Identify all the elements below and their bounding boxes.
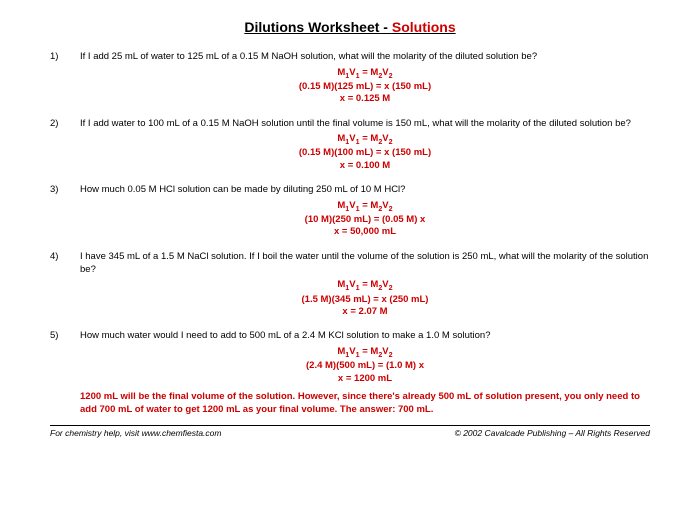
page-title: Dilutions Worksheet - Solutions	[50, 18, 650, 37]
answer-block: M1V1 = M2V2 (2.4 M)(500 mL) = (1.0 M) x …	[80, 346, 650, 385]
answer-line: x = 0.100 M	[340, 160, 390, 171]
footer-right: © 2002 Cavalcade Publishing – All Rights…	[455, 428, 650, 439]
answer-line: (2.4 M)(500 mL) = (1.0 M) x	[306, 360, 424, 371]
problem-number: 1)	[50, 51, 80, 112]
answer-line: M1V1 = M2V2	[337, 67, 392, 78]
problem-5: 5) How much water would I need to add to…	[50, 330, 650, 416]
answer-line: (10 M)(250 mL) = (0.05 M) x	[305, 214, 426, 225]
problem-number: 3)	[50, 184, 80, 245]
answer-line: M1V1 = M2V2	[337, 346, 392, 357]
answer-line: x = 1200 mL	[338, 373, 392, 384]
question-text: If I add 25 mL of water to 125 mL of a 0…	[80, 51, 650, 64]
answer-line: x = 2.07 M	[342, 306, 387, 317]
answer-note: 1200 mL will be the final volume of the …	[80, 391, 650, 417]
title-sep: -	[379, 19, 391, 35]
answer-block: M1V1 = M2V2 (0.15 M)(100 mL) = x (150 mL…	[80, 133, 650, 172]
problem-body: I have 345 mL of a 1.5 M NaCl solution. …	[80, 251, 650, 324]
worksheet-page: Dilutions Worksheet - Solutions 1) If I …	[0, 0, 700, 451]
answer-line: (0.15 M)(125 mL) = x (150 mL)	[299, 81, 431, 92]
answer-line: M1V1 = M2V2	[337, 279, 392, 290]
answer-block: M1V1 = M2V2 (1.5 M)(345 mL) = x (250 mL)…	[80, 279, 650, 318]
problem-number: 2)	[50, 118, 80, 179]
answer-line: (1.5 M)(345 mL) = x (250 mL)	[302, 294, 429, 305]
answer-line: x = 50,000 mL	[334, 226, 396, 237]
question-text: I have 345 mL of a 1.5 M NaCl solution. …	[80, 251, 650, 277]
answer-line: M1V1 = M2V2	[337, 133, 392, 144]
page-footer: For chemistry help, visit www.chemfiesta…	[50, 425, 650, 439]
answer-line: x = 0.125 M	[340, 93, 390, 104]
problem-body: How much water would I need to add to 50…	[80, 330, 650, 416]
answer-block: M1V1 = M2V2 (10 M)(250 mL) = (0.05 M) x …	[80, 200, 650, 239]
answer-line: (0.15 M)(100 mL) = x (150 mL)	[299, 147, 431, 158]
question-text: How much 0.05 M HCl solution can be made…	[80, 184, 650, 197]
problem-number: 4)	[50, 251, 80, 324]
problem-number: 5)	[50, 330, 80, 416]
problem-1: 1) If I add 25 mL of water to 125 mL of …	[50, 51, 650, 112]
problem-3: 3) How much 0.05 M HCl solution can be m…	[50, 184, 650, 245]
footer-left: For chemistry help, visit www.chemfiesta…	[50, 428, 221, 439]
question-text: How much water would I need to add to 50…	[80, 330, 650, 343]
problem-4: 4) I have 345 mL of a 1.5 M NaCl solutio…	[50, 251, 650, 324]
answer-block: M1V1 = M2V2 (0.15 M)(125 mL) = x (150 mL…	[80, 67, 650, 106]
question-text: If I add water to 100 mL of a 0.15 M NaO…	[80, 118, 650, 131]
problem-body: How much 0.05 M HCl solution can be made…	[80, 184, 650, 245]
problem-2: 2) If I add water to 100 mL of a 0.15 M …	[50, 118, 650, 179]
problem-body: If I add water to 100 mL of a 0.15 M NaO…	[80, 118, 650, 179]
title-main: Dilutions Worksheet	[244, 19, 379, 35]
title-solutions: Solutions	[392, 19, 456, 35]
problem-body: If I add 25 mL of water to 125 mL of a 0…	[80, 51, 650, 112]
answer-line: M1V1 = M2V2	[337, 200, 392, 211]
